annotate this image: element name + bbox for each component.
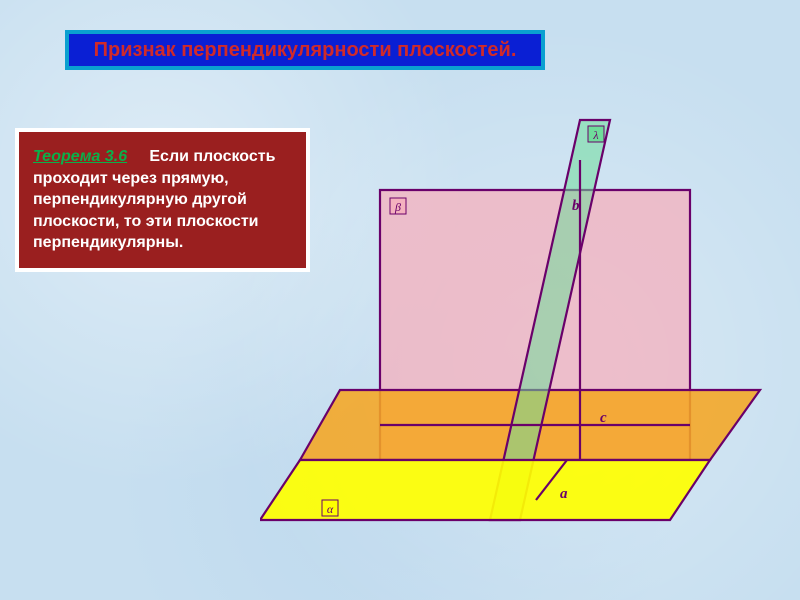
plane-label-beta: β: [394, 200, 401, 214]
label-line-c: c: [600, 410, 607, 426]
plane-label-alpha: α: [327, 502, 334, 516]
label-line-a: a: [560, 486, 568, 502]
theorem-label: Теорема 3.6: [33, 148, 127, 165]
slide-title-text: Признак перпендикулярности плоскостей.: [94, 39, 517, 62]
geometry-diagram: a b c α β λ: [260, 100, 780, 530]
slide-title: Признак перпендикулярности плоскостей.: [65, 30, 545, 70]
label-line-b: b: [572, 198, 580, 214]
plane-label-lambda: λ: [592, 128, 598, 142]
